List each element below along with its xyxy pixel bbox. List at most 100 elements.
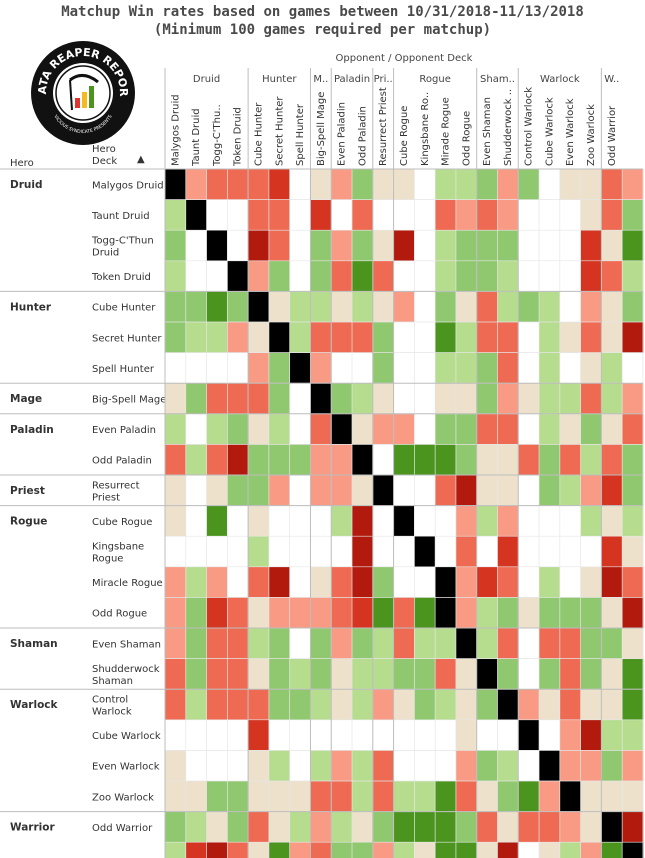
heatmap-cell[interactable] [539,230,561,262]
heatmap-cell[interactable] [414,842,436,858]
heatmap-cell[interactable] [518,291,540,323]
heatmap-cell[interactable] [185,169,208,201]
heatmap-cell[interactable] [455,750,478,782]
heatmap-cell[interactable] [455,719,478,751]
heatmap-cell[interactable] [331,811,353,843]
heatmap-cell[interactable] [352,505,374,537]
heatmap-cell[interactable] [206,781,228,813]
heatmap-cell[interactable] [248,811,270,843]
heatmap-cell[interactable] [268,719,291,751]
heatmap-cell[interactable] [165,781,187,813]
heatmap-cell[interactable] [455,169,478,201]
heatmap-cell[interactable] [539,291,561,323]
heatmap-cell[interactable] [559,536,582,568]
heatmap-cell[interactable] [331,781,353,813]
heatmap-cell[interactable] [414,383,436,415]
heatmap-cell[interactable] [248,628,270,660]
heatmap-cell[interactable] [310,413,332,445]
heatmap-cell[interactable] [539,628,561,660]
heatmap-cell[interactable] [310,169,332,201]
heatmap-cell[interactable] [435,536,457,568]
heatmap-cell[interactable] [268,444,291,476]
heatmap-cell[interactable] [310,689,332,721]
heatmap-cell[interactable] [331,230,353,262]
heatmap-cell[interactable] [372,383,395,415]
heatmap-cell[interactable] [185,750,208,782]
heatmap-cell[interactable] [518,444,540,476]
heatmap-cell[interactable] [352,566,374,598]
heatmap-cell[interactable] [435,291,457,323]
heatmap-cell[interactable] [393,230,415,262]
heatmap-cell[interactable] [248,719,270,751]
heatmap-cell[interactable] [352,719,374,751]
heatmap-cell[interactable] [455,811,478,843]
heatmap-cell[interactable] [518,689,540,721]
heatmap-cell[interactable] [580,475,602,507]
heatmap-cell[interactable] [559,566,582,598]
heatmap-cell[interactable] [580,566,602,598]
heatmap-cell[interactable] [580,811,602,843]
heatmap-cell[interactable] [248,505,270,537]
heatmap-cell[interactable] [268,322,291,354]
heatmap-cell[interactable] [539,505,561,537]
heatmap-cell[interactable] [497,536,519,568]
heatmap-cell[interactable] [580,169,602,201]
heatmap-cell[interactable] [227,383,249,415]
heatmap-cell[interactable] [622,444,644,476]
heatmap-cell[interactable] [539,842,561,858]
heatmap-cell[interactable] [476,536,498,568]
heatmap-cell[interactable] [165,352,187,384]
heatmap-cell[interactable] [476,750,498,782]
heatmap-cell[interactable] [331,628,353,660]
heatmap-cell[interactable] [518,322,540,354]
heatmap-cell[interactable] [331,413,353,445]
heatmap-cell[interactable] [455,781,478,813]
heatmap-cell[interactable] [414,566,436,598]
heatmap-cell[interactable] [559,322,582,354]
heatmap-cell[interactable] [393,291,415,323]
heatmap-cell[interactable] [331,199,353,231]
heatmap-cell[interactable] [352,536,374,568]
heatmap-cell[interactable] [559,444,582,476]
heatmap-cell[interactable] [165,658,187,690]
heatmap-cell[interactable] [372,781,395,813]
heatmap-cell[interactable] [622,719,644,751]
heatmap-cell[interactable] [310,597,332,629]
heatmap-cell[interactable] [185,352,208,384]
heatmap-cell[interactable] [268,842,291,858]
heatmap-cell[interactable] [310,566,332,598]
heatmap-cell[interactable] [559,199,582,231]
heatmap-cell[interactable] [165,719,187,751]
heatmap-cell[interactable] [206,628,228,660]
heatmap-cell[interactable] [165,628,187,660]
heatmap-cell[interactable] [206,322,228,354]
heatmap-cell[interactable] [310,628,332,660]
heatmap-cell[interactable] [559,628,582,660]
heatmap-cell[interactable] [414,475,436,507]
heatmap-cell[interactable] [414,260,436,292]
heatmap-cell[interactable] [268,536,291,568]
heatmap-cell[interactable] [393,352,415,384]
heatmap-cell[interactable] [414,689,436,721]
heatmap-cell[interactable] [539,811,561,843]
heatmap-cell[interactable] [352,291,374,323]
heatmap-cell[interactable] [435,628,457,660]
heatmap-cell[interactable] [601,291,623,323]
heatmap-cell[interactable] [206,566,228,598]
heatmap-cell[interactable] [455,536,478,568]
heatmap-cell[interactable] [455,566,478,598]
heatmap-cell[interactable] [268,199,291,231]
heatmap-cell[interactable] [227,842,249,858]
heatmap-cell[interactable] [227,719,249,751]
heatmap-cell[interactable] [289,260,311,292]
heatmap-cell[interactable] [331,566,353,598]
heatmap-cell[interactable] [248,413,270,445]
heatmap-cell[interactable] [227,322,249,354]
heatmap-cell[interactable] [227,781,249,813]
heatmap-cell[interactable] [165,169,187,201]
heatmap-cell[interactable] [331,536,353,568]
heatmap-cell[interactable] [518,230,540,262]
heatmap-cell[interactable] [539,475,561,507]
sort-ascending-icon[interactable]: ▲ [137,154,145,165]
heatmap-cell[interactable] [601,230,623,262]
